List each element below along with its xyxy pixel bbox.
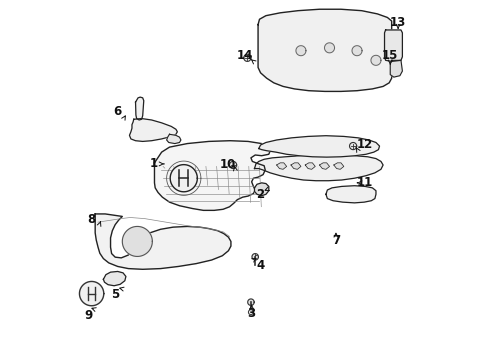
Text: 3: 3 — [247, 307, 255, 320]
Text: 1: 1 — [149, 157, 157, 170]
Polygon shape — [154, 141, 270, 210]
Text: 14: 14 — [237, 49, 253, 62]
Polygon shape — [290, 163, 300, 169]
Polygon shape — [244, 54, 250, 62]
Text: 15: 15 — [381, 49, 398, 62]
Polygon shape — [80, 282, 103, 306]
Polygon shape — [135, 97, 143, 120]
Polygon shape — [95, 214, 230, 269]
Polygon shape — [351, 46, 361, 56]
Text: 6: 6 — [113, 105, 121, 118]
Text: 10: 10 — [219, 158, 235, 171]
Polygon shape — [349, 143, 356, 150]
Text: 5: 5 — [111, 288, 119, 301]
Polygon shape — [295, 46, 305, 56]
Polygon shape — [333, 163, 343, 169]
Polygon shape — [129, 118, 177, 141]
Polygon shape — [122, 226, 152, 256]
Polygon shape — [103, 271, 125, 286]
Text: 2: 2 — [256, 188, 264, 201]
Polygon shape — [254, 183, 268, 196]
Text: 8: 8 — [87, 213, 96, 226]
Polygon shape — [384, 30, 402, 62]
Text: 12: 12 — [356, 138, 373, 151]
Polygon shape — [319, 163, 329, 169]
Polygon shape — [248, 310, 253, 315]
Text: 11: 11 — [356, 176, 373, 189]
Polygon shape — [247, 299, 254, 305]
Polygon shape — [254, 155, 382, 181]
Polygon shape — [251, 253, 258, 260]
Polygon shape — [229, 161, 236, 168]
Text: 4: 4 — [256, 259, 264, 272]
Polygon shape — [258, 136, 379, 157]
Polygon shape — [258, 9, 391, 91]
Polygon shape — [325, 186, 375, 203]
Polygon shape — [166, 134, 181, 144]
Text: 13: 13 — [389, 15, 406, 28]
Polygon shape — [324, 43, 334, 53]
Polygon shape — [389, 60, 402, 77]
Polygon shape — [170, 165, 197, 192]
Polygon shape — [305, 163, 315, 169]
Text: 9: 9 — [84, 309, 92, 321]
Polygon shape — [276, 163, 286, 169]
Polygon shape — [370, 55, 380, 65]
Text: 7: 7 — [331, 234, 339, 247]
